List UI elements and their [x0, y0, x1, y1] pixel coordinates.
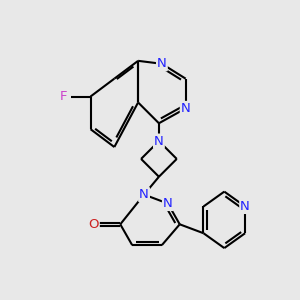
Text: N: N	[181, 102, 190, 115]
Text: N: N	[154, 135, 164, 148]
Text: N: N	[157, 57, 167, 70]
Text: N: N	[139, 188, 149, 201]
Text: F: F	[60, 90, 68, 103]
Text: N: N	[240, 200, 250, 213]
Text: O: O	[88, 218, 99, 231]
Text: N: N	[163, 197, 173, 210]
